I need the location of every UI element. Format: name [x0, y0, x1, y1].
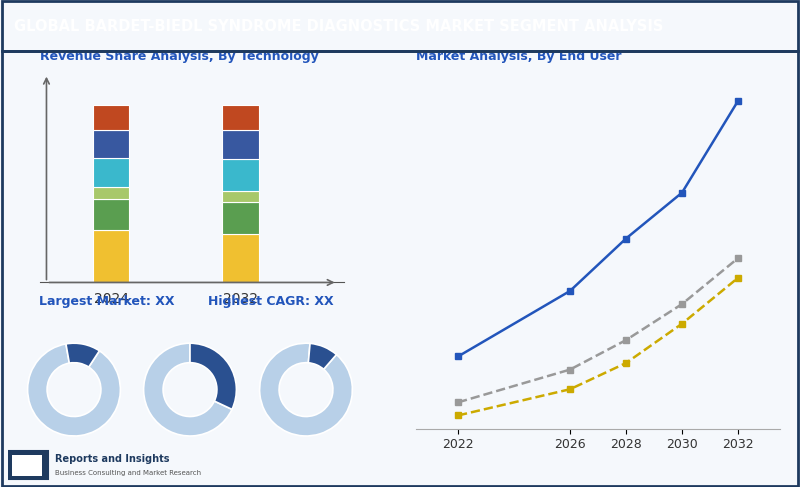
FancyBboxPatch shape — [8, 451, 48, 479]
Wedge shape — [308, 343, 337, 369]
FancyBboxPatch shape — [11, 454, 42, 476]
Wedge shape — [144, 343, 232, 436]
Bar — [93, 230, 130, 282]
Wedge shape — [190, 343, 236, 410]
Wedge shape — [260, 343, 352, 436]
Bar — [93, 130, 130, 158]
Text: GLOBAL BARDET-BIEDL SYNDROME DIAGNOSTICS MARKET SEGMENT ANALYSIS: GLOBAL BARDET-BIEDL SYNDROME DIAGNOSTICS… — [14, 19, 664, 34]
Text: Highest CAGR: XX: Highest CAGR: XX — [208, 296, 334, 308]
Bar — [93, 187, 130, 199]
Bar — [222, 191, 258, 202]
Bar — [222, 159, 258, 191]
Bar — [93, 106, 130, 130]
Bar — [222, 234, 258, 282]
Bar — [222, 202, 258, 234]
Bar — [93, 199, 130, 230]
Text: Market Analysis, By End User: Market Analysis, By End User — [416, 50, 622, 63]
Wedge shape — [66, 343, 99, 367]
Text: Revenue Share Analysis, By Technology: Revenue Share Analysis, By Technology — [40, 50, 318, 63]
Wedge shape — [28, 344, 120, 436]
Bar — [222, 130, 258, 159]
Bar — [222, 106, 258, 130]
Bar — [93, 158, 130, 187]
Text: Business Consulting and Market Research: Business Consulting and Market Research — [54, 469, 201, 476]
Text: Largest Market: XX: Largest Market: XX — [38, 296, 174, 308]
Text: Reports and Insights: Reports and Insights — [54, 454, 170, 464]
